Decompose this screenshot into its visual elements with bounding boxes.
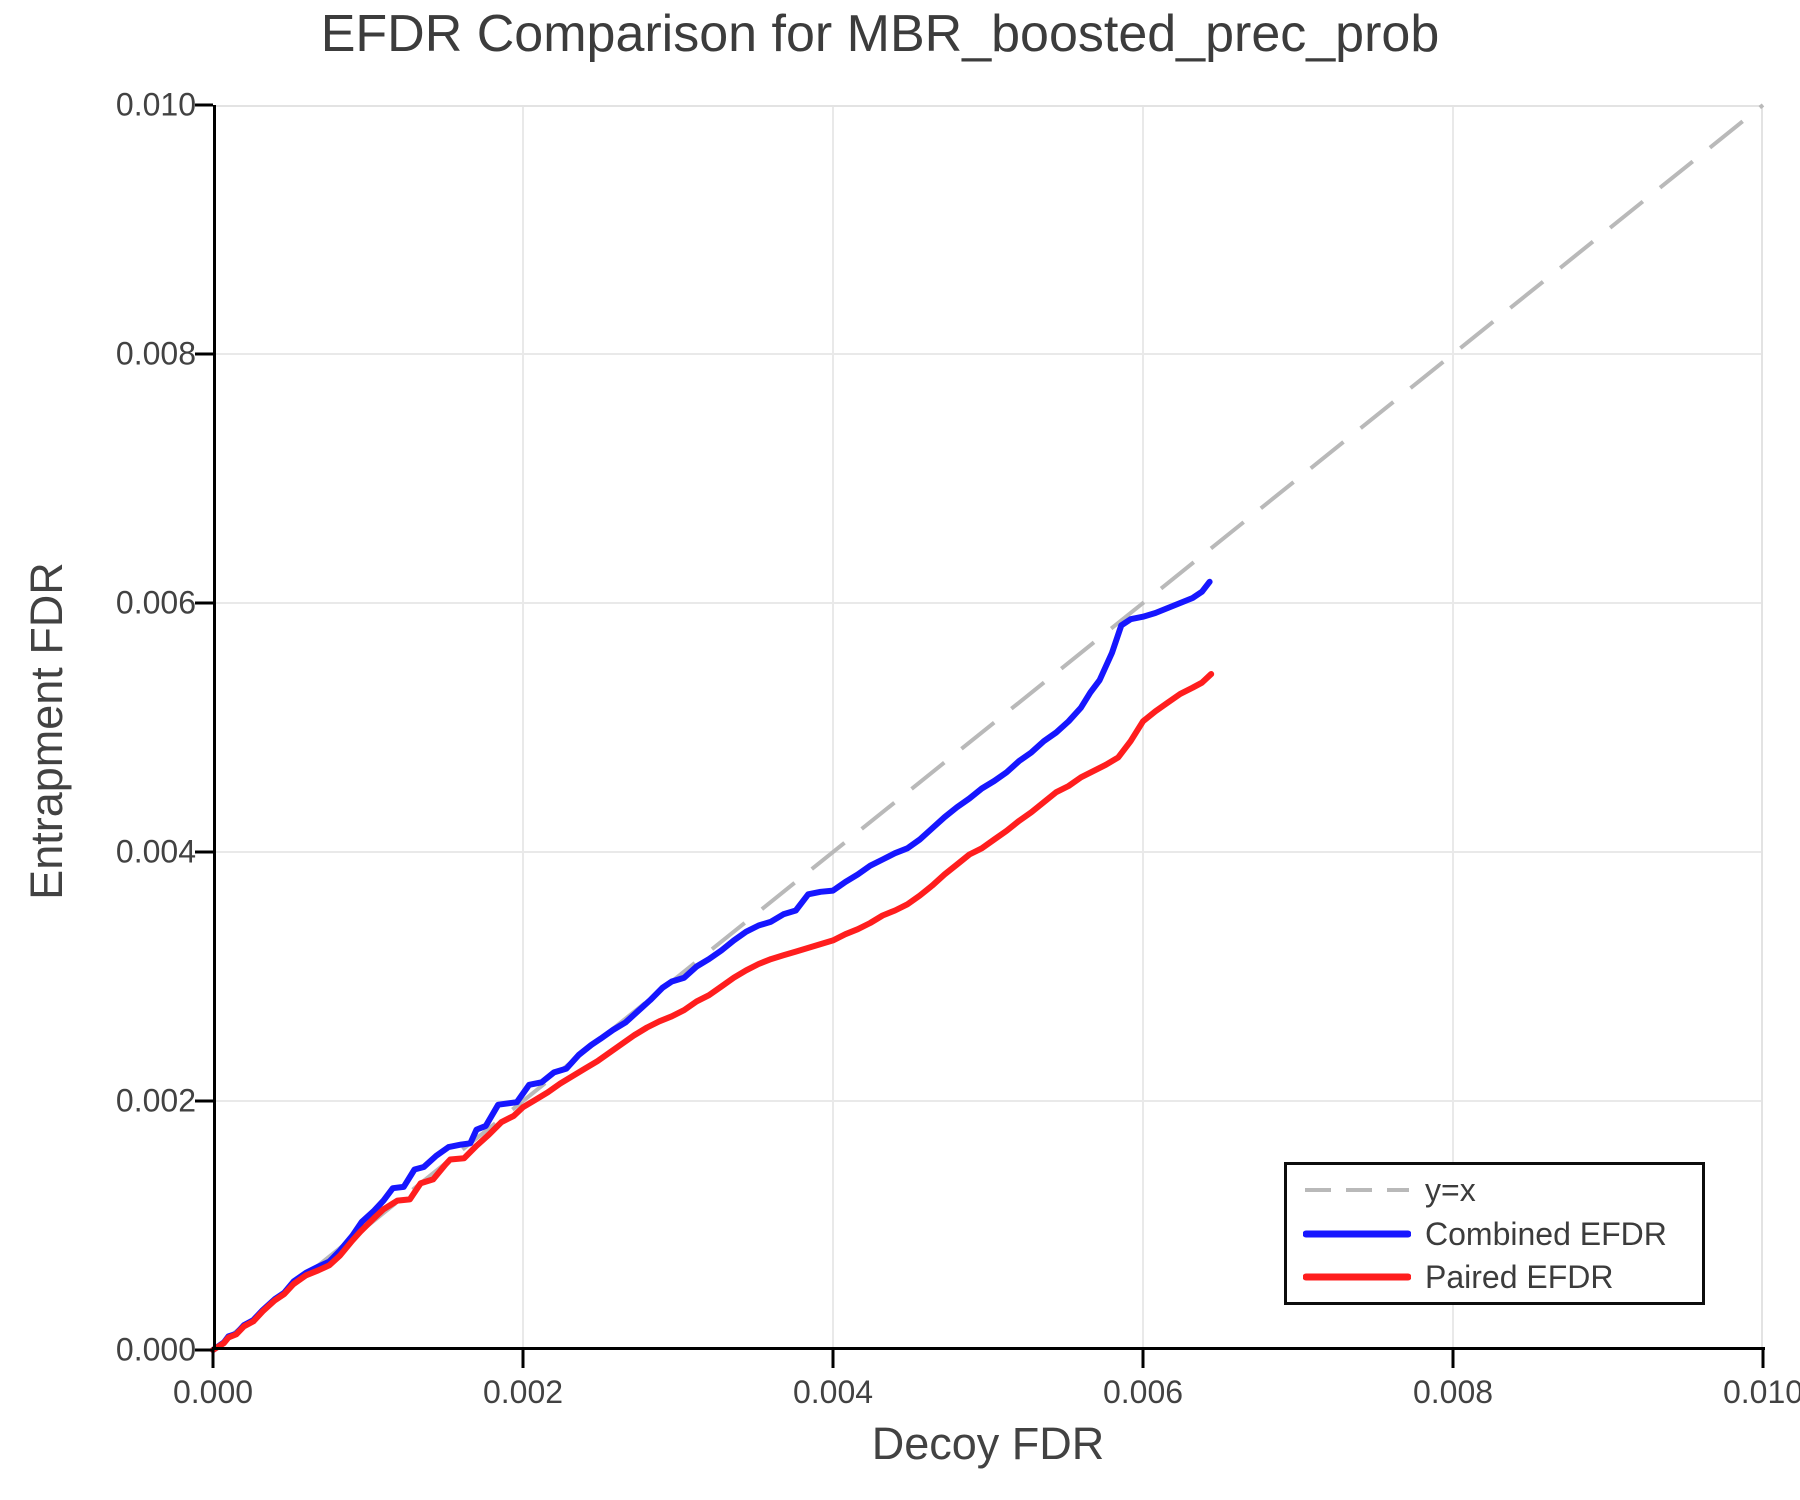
x-tick-label: 0.010 [1722,1374,1800,1410]
y-tick-label: 0.010 [115,86,196,123]
y-axis-label: Entrapment FDR [21,562,72,900]
x-tick-label: 0.000 [172,1374,254,1410]
chart-title: EFDR Comparison for MBR_boosted_prec_pro… [320,5,1440,63]
y-tick-label: 0.000 [115,1331,196,1368]
legend-label-paired: Paired EFDR [1425,1259,1614,1296]
plot-area [195,103,1765,1368]
legend-row-combined: Combined EFDR [1287,1215,1702,1253]
legend-row-diagonal: y=x [1287,1171,1702,1209]
x-axis-label: Decoy FDR [871,1418,1105,1469]
legend-row-paired: Paired EFDR [1287,1258,1702,1296]
y-tick-label: 0.006 [115,584,196,621]
legend-label-combined: Combined EFDR [1425,1215,1667,1252]
x-tick-label: 0.002 [482,1374,564,1410]
combined-line-sample [1303,1230,1411,1237]
x-tick-label: 0.006 [1102,1374,1184,1410]
legend-label-diagonal: y=x [1425,1171,1476,1208]
legend: y=x Combined EFDR Paired EFDR [1284,1162,1705,1305]
paired-line-sample [1303,1273,1411,1281]
y-tick-label: 0.004 [115,833,196,870]
diagonal-line-sample [1305,1187,1409,1192]
y-tick-label: 0.002 [115,1082,196,1119]
x-tick-label: 0.004 [792,1374,874,1410]
x-tick-label: 0.008 [1412,1374,1494,1410]
y-tick-label: 0.008 [115,335,196,372]
